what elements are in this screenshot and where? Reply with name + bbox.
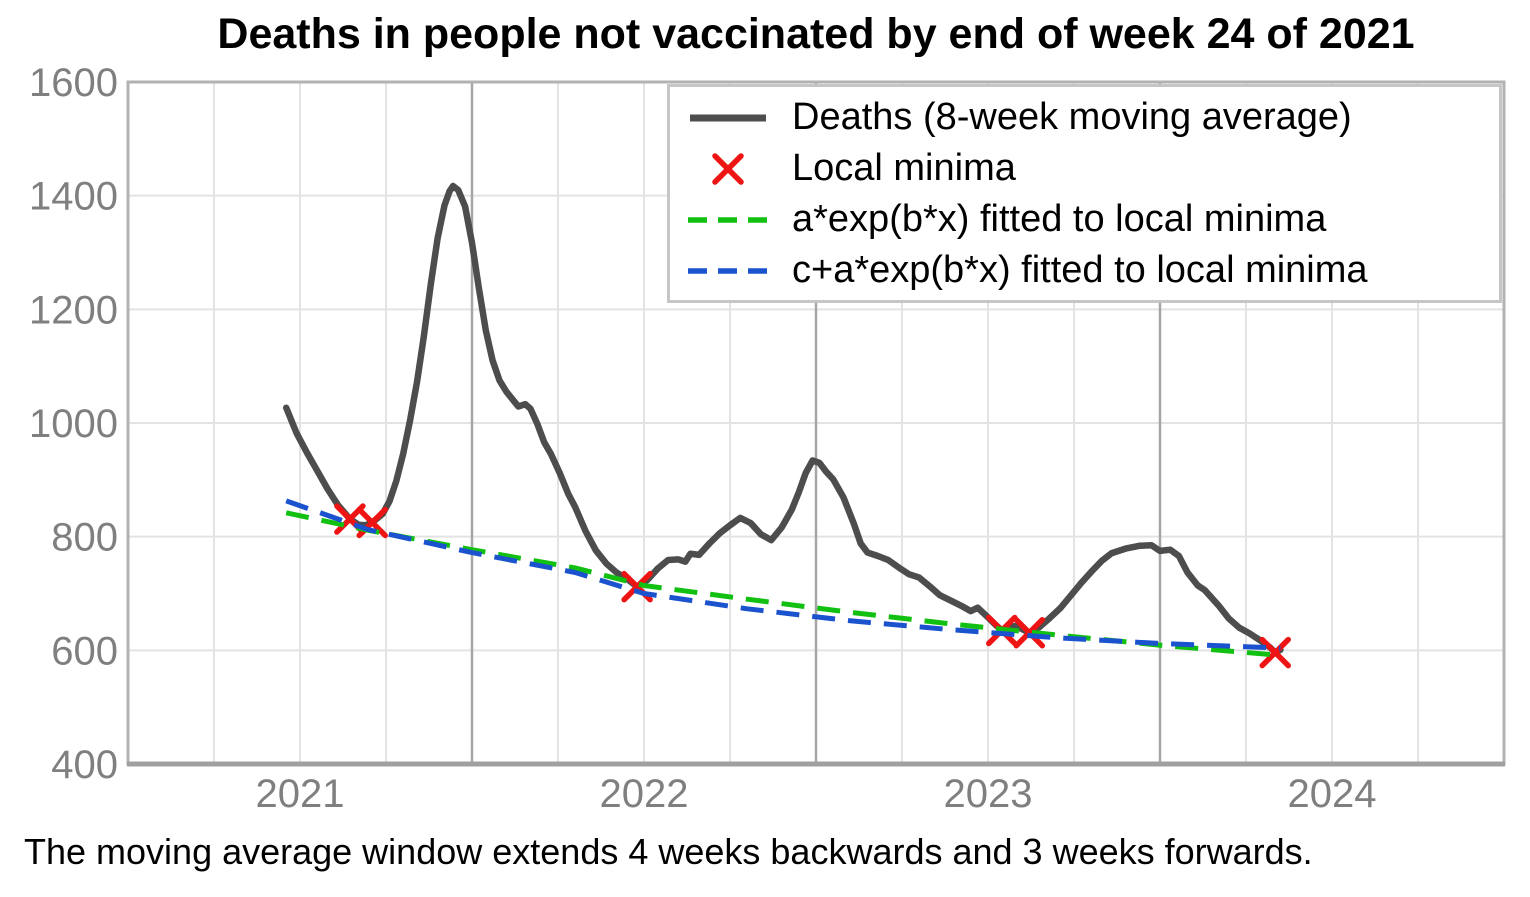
y-tick-label: 1000: [29, 402, 118, 446]
y-tick-label: 400: [51, 743, 118, 787]
fit-exp-line: [285, 510, 1281, 658]
legend-box: Deaths (8-week moving average) Local min…: [667, 84, 1502, 303]
chart-title: Deaths in people not vaccinated by end o…: [217, 10, 1415, 58]
legend-item-deaths: Deaths (8-week moving average): [670, 92, 1499, 143]
legend-item-local-minima: Local minima: [670, 143, 1499, 194]
fit-offset-exp-line: [285, 498, 1281, 651]
legend-item-exp-fit: a*exp(b*x) fitted to local minima: [670, 194, 1499, 245]
local-minimum-marker: [1259, 636, 1291, 669]
legend-label-deaths: Deaths (8-week moving average): [792, 96, 1352, 138]
legend-x-marker-icon: [712, 152, 744, 185]
legend-green-dashed-line-icon: [688, 216, 768, 223]
y-tick-label: 600: [51, 629, 118, 673]
x-tick-label: 2021: [256, 772, 345, 816]
legend-deaths-line-icon: [690, 114, 766, 121]
local-minimum-marker: [1013, 616, 1046, 649]
deaths-line: [282, 182, 1284, 656]
x-tick-label: 2024: [1288, 772, 1377, 816]
x-tick-label: 2023: [944, 772, 1033, 816]
legend-label-local-minima: Local minima: [792, 147, 1016, 189]
legend-item-offset-exp-fit: c+a*exp(b*x) fitted to local minima: [670, 245, 1499, 296]
legend-label-offset-exp-fit: c+a*exp(b*x) fitted to local minima: [792, 249, 1368, 291]
y-tick-label: 1400: [29, 175, 118, 219]
legend-label-exp-fit: a*exp(b*x) fitted to local minima: [792, 198, 1327, 240]
chart-caption: The moving average window extends 4 week…: [24, 831, 1313, 872]
y-tick-label: 1200: [29, 288, 118, 332]
y-tick-label: 800: [51, 516, 118, 560]
x-tick-label: 2022: [600, 772, 689, 816]
y-tick-label: 1600: [29, 61, 118, 105]
legend-blue-dashed-line-icon: [688, 267, 768, 274]
